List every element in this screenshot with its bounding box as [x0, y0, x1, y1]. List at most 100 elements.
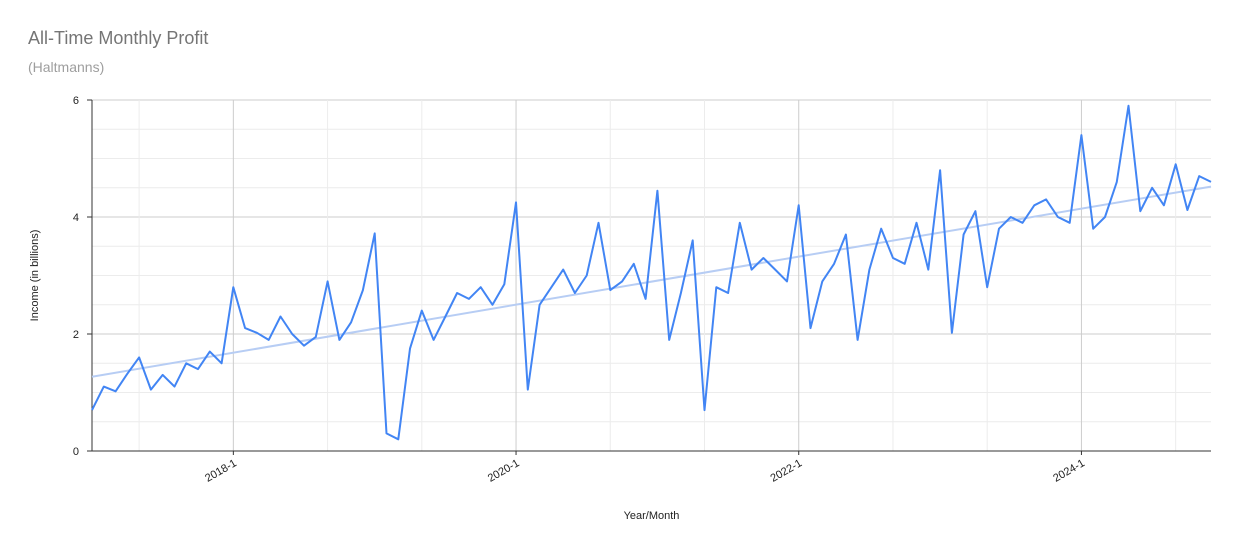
chart-subtitle: (Haltmanns) [28, 59, 105, 75]
data-point [1139, 210, 1141, 212]
data-point [1010, 216, 1012, 218]
data-point [868, 269, 870, 271]
data-point [762, 257, 764, 259]
trendline [91, 185, 1212, 378]
data-point [774, 269, 776, 271]
data-point [327, 280, 329, 282]
data-point [1210, 181, 1212, 183]
data-point [126, 373, 128, 375]
x-axis-title: Year/Month [624, 510, 680, 522]
data-point [350, 321, 352, 323]
data-point [727, 292, 729, 294]
data-point [974, 210, 976, 212]
data-point [503, 283, 505, 285]
data-point [197, 368, 199, 370]
y-axis-title: Income (in billions) [29, 230, 41, 322]
data-point [892, 257, 894, 259]
data-point [680, 292, 682, 294]
data-point [574, 292, 576, 294]
y-axis-ticks: 0 2 4 6 [73, 95, 92, 458]
chart-title: All-Time Monthly Profit [28, 28, 209, 48]
data-point [1163, 204, 1165, 206]
data-point [1186, 209, 1188, 211]
data-point [998, 228, 1000, 230]
data-point [232, 286, 234, 288]
data-point [91, 409, 93, 411]
data-point [268, 339, 270, 341]
data-point [150, 389, 152, 391]
data-point [880, 228, 882, 230]
data-point [291, 333, 293, 335]
data-point [586, 275, 588, 277]
data-point [986, 286, 988, 288]
data-point [645, 298, 647, 300]
data-point [550, 286, 552, 288]
data-point [751, 269, 753, 271]
data-point [385, 432, 387, 434]
data-point [904, 263, 906, 265]
data-point [927, 269, 929, 271]
data-points [91, 105, 1212, 440]
data-point [1092, 228, 1094, 230]
data-point [397, 438, 399, 440]
data-point [162, 374, 164, 376]
data-point [185, 362, 187, 364]
data-point [1069, 222, 1071, 224]
x-tick-label: 2020-1 [486, 457, 522, 485]
data-point [786, 280, 788, 282]
x-tick-label: 2024-1 [1051, 457, 1087, 485]
data-point [715, 286, 717, 288]
data-point [916, 222, 918, 224]
data-point [1128, 105, 1130, 107]
data-point [279, 315, 281, 317]
data-point [739, 222, 741, 224]
data-point [409, 348, 411, 350]
data-point [1057, 216, 1059, 218]
data-point [951, 332, 953, 334]
y-tick-label: 4 [73, 212, 79, 224]
x-axis-ticks: 2018-1 2020-1 2022-1 2024-1 [203, 451, 1087, 485]
data-point [1175, 163, 1177, 165]
data-point [1022, 222, 1024, 224]
data-point [444, 315, 446, 317]
data-point [656, 190, 658, 192]
data-point [1151, 187, 1153, 189]
data-point [633, 263, 635, 265]
data-point [692, 239, 694, 241]
data-point [833, 263, 835, 265]
y-tick-label: 6 [73, 95, 79, 107]
data-point [244, 327, 246, 329]
data-point [1116, 181, 1118, 183]
data-point [539, 304, 541, 306]
data-point [1080, 134, 1082, 136]
data-point [421, 310, 423, 312]
data-point [798, 204, 800, 206]
data-point [845, 234, 847, 236]
y-tick-label: 0 [73, 446, 79, 458]
data-point [491, 304, 493, 306]
data-point [515, 201, 517, 203]
data-point [810, 327, 812, 329]
data-point [597, 222, 599, 224]
y-tick-label: 2 [73, 329, 79, 341]
data-point [1198, 175, 1200, 177]
data-point [103, 386, 105, 388]
data-point [303, 345, 305, 347]
data-point [315, 336, 317, 338]
data-point [857, 339, 859, 341]
data-point [221, 362, 223, 364]
data-point [704, 409, 706, 411]
data-point [939, 169, 941, 171]
data-point [1045, 198, 1047, 200]
data-point [338, 339, 340, 341]
x-tick-label: 2022-1 [769, 457, 805, 485]
data-point [374, 232, 376, 234]
data-point [821, 280, 823, 282]
x-tick-label: 2018-1 [203, 457, 239, 485]
grid-lines [92, 99, 1211, 451]
data-point [173, 386, 175, 388]
data-point [468, 298, 470, 300]
data-point [963, 234, 965, 236]
data-point [1104, 216, 1106, 218]
